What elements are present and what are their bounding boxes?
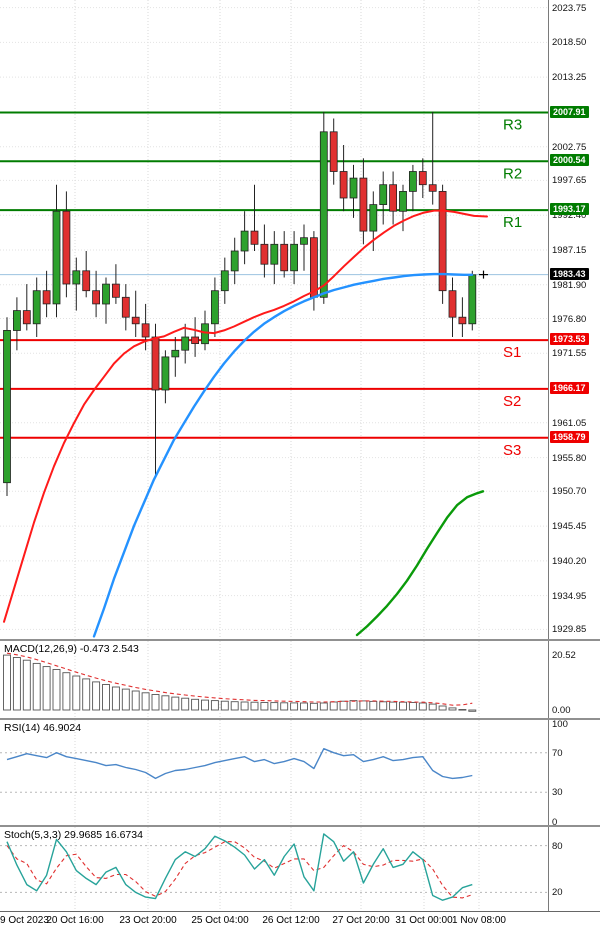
stochastic-label: Stoch(5,3,3) 29.9685 16.6734 [4, 829, 143, 841]
macd-label: MACD(12,26,9) -0.473 2.543 [4, 643, 139, 655]
rsi-line [6, 748, 473, 780]
rsi-panel[interactable]: 100 70 30 0 RSI(14) 46.9024 [0, 718, 600, 828]
stochastic-k-line [6, 833, 473, 901]
price-tick: 2002.75 [552, 141, 587, 153]
time-tick: 27 Oct 20:00 [332, 915, 390, 926]
price-axis: 2023.75 2018.50 2013.25 2002.75 1997.65 1992.… [548, 0, 600, 639]
level-label-S2: S2 [503, 393, 521, 410]
price-tick: 1950.70 [552, 486, 587, 498]
macd-histogram [3, 654, 477, 712]
stochastic-axis: 80 20 [548, 827, 600, 911]
macd-panel[interactable]: 20.52 0.00 MACD(12,26,9) -0.473 2.543 [0, 639, 600, 718]
macd-axis-tick: 0.00 [552, 705, 571, 716]
candles [3, 111, 477, 496]
price-tick: 1945.45 [552, 521, 587, 533]
rsi-axis-tick: 30 [552, 787, 563, 799]
price-tick: 1981.90 [552, 279, 587, 291]
price-tick: 1987.15 [552, 244, 587, 256]
price-tick: 2018.50 [552, 37, 587, 49]
level-price-badge: 2007.91 [550, 105, 589, 118]
level-label-R3: R3 [503, 117, 522, 134]
support-resistance-lines: R3 R2 R1 S1 S2 S3 [0, 111, 548, 459]
time-tick: 26 Oct 12:00 [262, 915, 320, 926]
level-label-R1: R1 [503, 214, 522, 231]
ma-green-line [355, 490, 485, 637]
price-tick: 1955.80 [552, 452, 587, 464]
time-tick: 1 Nov 08:00 [452, 915, 506, 926]
rsi-axis-tick: 70 [552, 747, 563, 759]
level-label-S1: S1 [503, 344, 521, 361]
level-price-badge: 1973.53 [550, 333, 589, 346]
level-label-R2: R2 [503, 165, 522, 182]
price-tick: 1976.80 [552, 313, 587, 325]
time-tick: 31 Oct 00:00 [395, 915, 453, 926]
ma-blue-line [92, 272, 474, 638]
price-tick: 1961.05 [552, 417, 587, 429]
price-chart-canvas[interactable]: R3 R2 R1 S1 S2 S3 [0, 0, 548, 639]
level-label-S3: S3 [503, 442, 521, 459]
stochastic-levels [0, 845, 548, 893]
stochastic-axis-tick: 20 [552, 887, 563, 899]
level-price-badge: 1993.17 [550, 203, 589, 216]
rsi-axis-tick: 0 [552, 817, 558, 828]
level-price-badge: 1958.79 [550, 430, 589, 443]
price-tick: 1929.85 [552, 624, 587, 636]
moving-averages [3, 209, 488, 638]
level-price-badge: 2000.54 [550, 154, 589, 167]
time-axis: 9 Oct 2023 20 Oct 16:00 23 Oct 20:00 25 Oct… [0, 911, 600, 929]
vertical-gridlines [74, 641, 480, 718]
rsi-axis-tick: 100 [552, 719, 568, 730]
time-tick: 23 Oct 20:00 [119, 915, 177, 926]
macd-axis: 20.52 0.00 [548, 641, 600, 718]
current-price-badge: 1983.43 [550, 267, 589, 280]
time-tick: 25 Oct 04:00 [191, 915, 249, 926]
price-tick: 1940.20 [552, 555, 587, 567]
vertical-gridlines [74, 720, 480, 825]
price-tick: 2013.25 [552, 72, 587, 84]
macd-axis-tick: 20.52 [552, 650, 576, 661]
macd-signal-line [6, 652, 473, 706]
stochastic-panel[interactable]: 80 20 Stoch(5,3,3) 29.9685 16.6734 [0, 825, 600, 911]
stochastic-canvas[interactable] [0, 827, 548, 911]
rsi-label: RSI(14) 46.9024 [4, 722, 82, 734]
rsi-canvas[interactable] [0, 720, 548, 825]
time-tick: 20 Oct 16:00 [46, 915, 104, 926]
price-tick: 1971.55 [552, 348, 587, 360]
ma-red-line [3, 209, 488, 623]
last-price-marker [479, 270, 488, 279]
macd-canvas[interactable] [0, 641, 548, 718]
price-tick: 1992.40 [552, 210, 587, 222]
price-tick: 1997.65 [552, 175, 587, 187]
time-tick: 9 Oct 2023 [0, 915, 49, 926]
rsi-levels [0, 752, 548, 793]
stochastic-axis-tick: 80 [552, 840, 563, 852]
price-tick: 2023.75 [552, 2, 587, 14]
price-panel[interactable]: R3 R2 R1 S1 S2 S3 2023.75 2018.50 2013.25 2002.7… [0, 0, 600, 639]
level-price-badge: 1966.17 [550, 381, 589, 394]
rsi-axis: 100 70 30 0 [548, 719, 600, 828]
price-tick: 1934.95 [552, 590, 587, 602]
stochastic-d-line [6, 841, 473, 899]
